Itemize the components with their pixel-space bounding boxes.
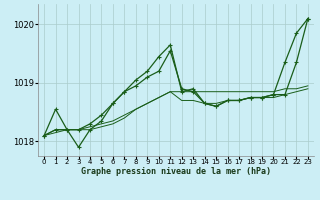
X-axis label: Graphe pression niveau de la mer (hPa): Graphe pression niveau de la mer (hPa) (81, 167, 271, 176)
